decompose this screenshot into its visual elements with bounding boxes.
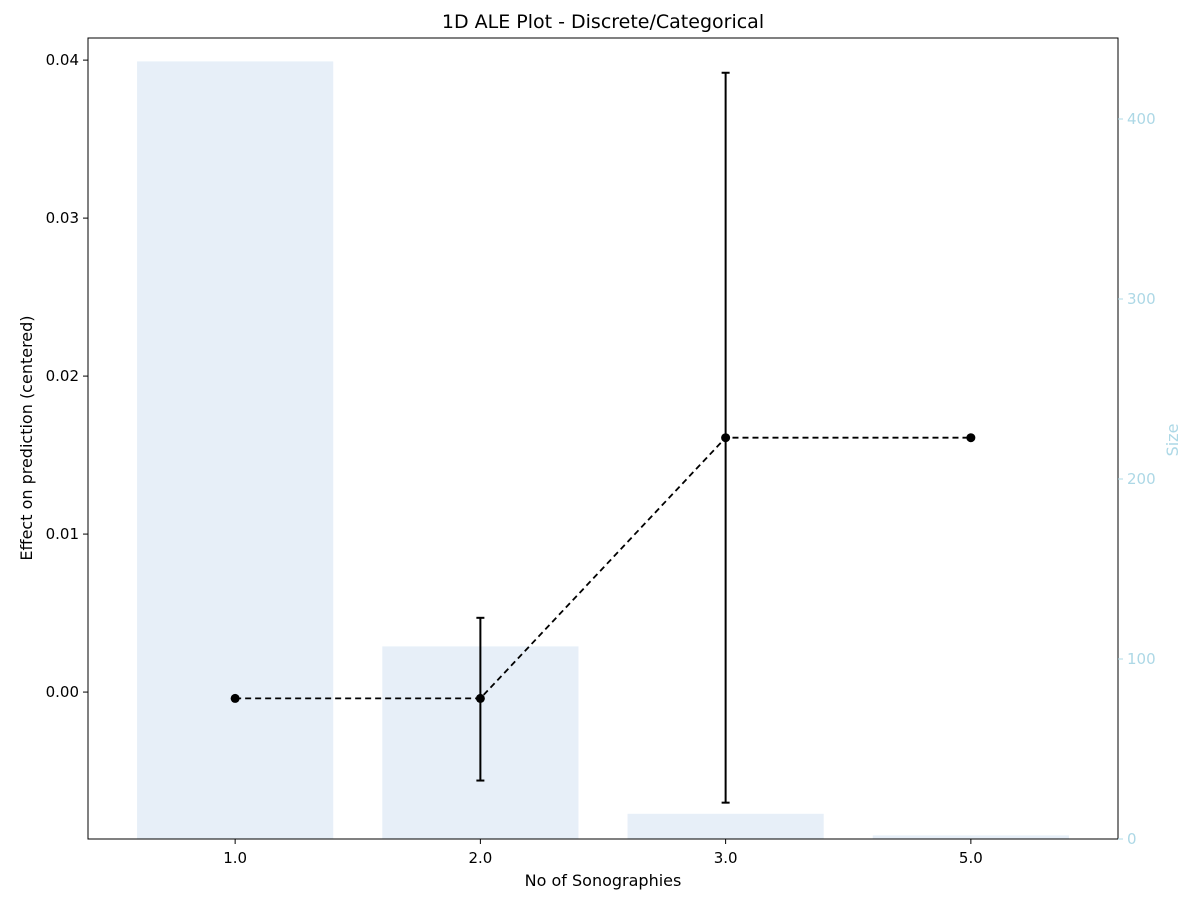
x-axis-label: No of Sonographies	[525, 871, 682, 890]
ale-point-1	[475, 693, 485, 703]
y2-axis-label: Size	[1163, 424, 1182, 457]
y-axis-left: 0.00 0.01 0.02 0.03 0.04	[46, 51, 88, 701]
x-tick-label-2: 3.0	[714, 849, 738, 867]
x-tick-label-3: 5.0	[959, 849, 983, 867]
ale-line-path	[235, 436, 971, 700]
x-axis: 1.0 2.0 3.0 5.0	[223, 839, 983, 867]
y2-tick-label-4: 400	[1127, 110, 1156, 128]
plot-frame	[87, 37, 1119, 840]
ale-point-3	[966, 433, 976, 443]
size-bar-0	[137, 61, 334, 839]
y2-tick-label-2: 200	[1127, 470, 1156, 488]
y-axis-label: Effect on prediction (centered)	[17, 315, 36, 560]
y-tick-label-1: 0.01	[46, 525, 79, 543]
x-tick-label-1: 2.0	[468, 849, 492, 867]
ale-point-2	[721, 433, 731, 443]
x-tick-label-0: 1.0	[223, 849, 247, 867]
size-bar-2	[627, 813, 824, 839]
y2-tick-label-0: 0	[1127, 830, 1137, 848]
chart-title: 1D ALE Plot - Discrete/Categorical	[442, 11, 764, 33]
ale-line	[230, 433, 976, 703]
y-axis-right: 0 100 200 300 400	[1118, 110, 1156, 848]
y-tick-label-3: 0.03	[46, 209, 79, 227]
size-bars	[137, 61, 1069, 839]
y-tick-label-4: 0.04	[46, 51, 79, 69]
y-tick-label-2: 0.02	[46, 367, 79, 385]
size-bar-3	[872, 835, 1069, 839]
y2-tick-label-3: 300	[1127, 290, 1156, 308]
y-tick-label-0: 0.00	[46, 683, 79, 701]
y2-tick-label-1: 100	[1127, 650, 1156, 668]
ale-point-0	[230, 693, 240, 703]
